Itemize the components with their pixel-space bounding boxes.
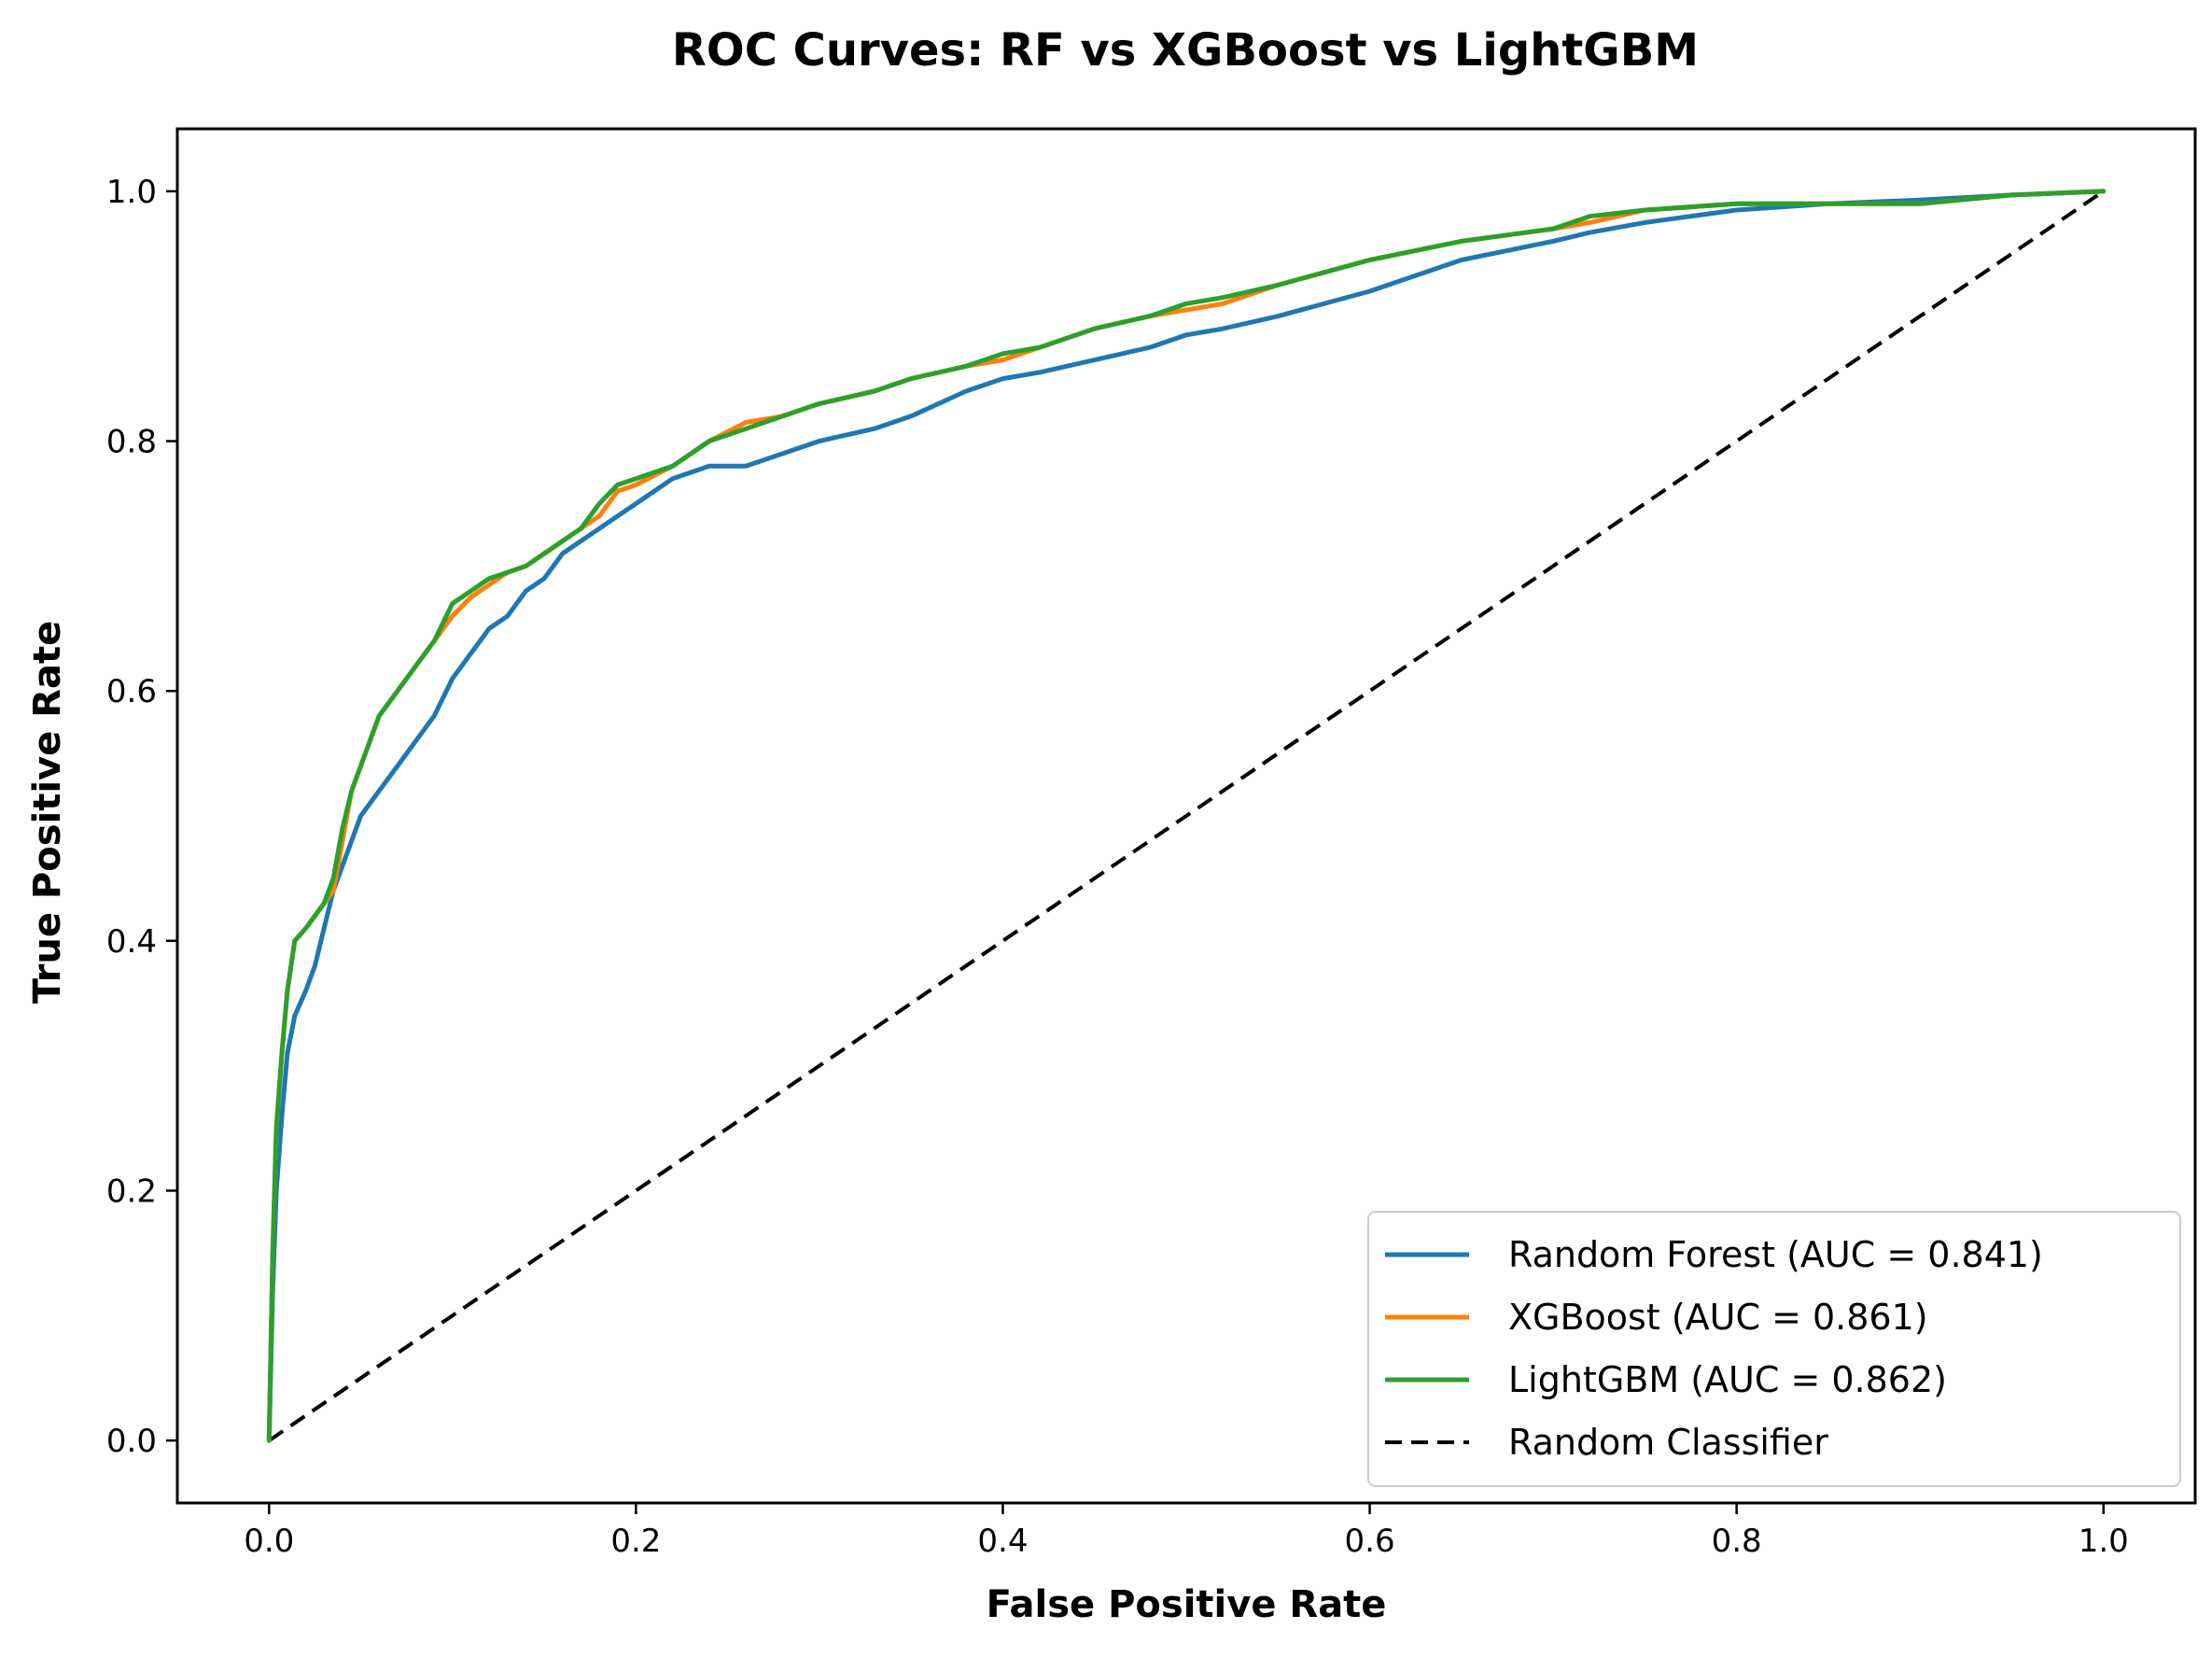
series-line-lightgbm	[266, 189, 2107, 1443]
legend-label: XGBoost (AUC = 0.861)	[1508, 1297, 1928, 1338]
legend-label: Random Forest (AUC = 0.841)	[1508, 1234, 2043, 1275]
y-tick-label: 0.0	[106, 1423, 157, 1460]
x-tick-label: 0.4	[977, 1523, 1028, 1560]
y-axis-title: True Positive Rate	[26, 621, 69, 1004]
x-tick-label: 0.6	[1345, 1523, 1395, 1560]
y-tick-label: 1.0	[106, 174, 157, 211]
x-axis-title: False Positive Rate	[987, 1583, 1387, 1626]
x-tick-label: 1.0	[2079, 1523, 2129, 1560]
legend: Random Forest (AUC = 0.841) XGBoost (AUC …	[1367, 1211, 2181, 1487]
plot-area	[266, 189, 2107, 1443]
x-tick-label: 0.2	[610, 1523, 661, 1560]
legend-box	[1367, 1211, 2181, 1487]
y-tick-label: 0.8	[106, 424, 157, 461]
y-tick-label: 0.4	[106, 923, 157, 961]
x-tick-label: 0.0	[244, 1523, 294, 1560]
legend-label: Random Classifier	[1508, 1422, 1828, 1463]
chart-title: ROC Curves: RF vs XGBoost vs LightGBM	[672, 24, 1699, 77]
series-line-random-forest	[266, 189, 2107, 1443]
legend-label: LightGBM (AUC = 0.862)	[1508, 1359, 1947, 1400]
plot-frame	[175, 127, 2197, 1505]
y-tick-label: 0.2	[106, 1173, 157, 1210]
x-tick-label: 0.8	[1712, 1523, 1762, 1560]
axes: 0.0 0.2 0.4 0.6 0.8 1.0 0.0 0.2 0.4 0.6 0.8 1.0	[106, 127, 2197, 1560]
series-line-random-classifier	[268, 190, 2105, 1442]
y-tick-label: 0.6	[106, 673, 157, 710]
